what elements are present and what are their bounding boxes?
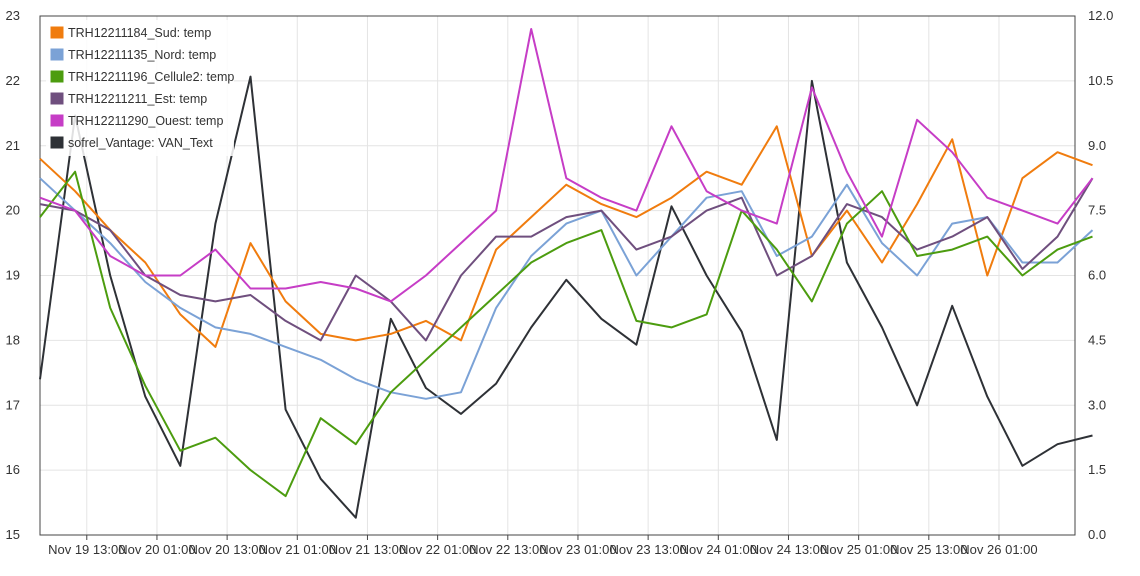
x-tick-label: Nov 24 01:00 xyxy=(680,542,757,557)
series-line xyxy=(39,28,1094,303)
y-tick-label: 23 xyxy=(6,8,20,23)
series-line xyxy=(39,177,1094,342)
y-tick-label: 17 xyxy=(6,397,20,412)
legend-label: TRH12211184_Sud: temp xyxy=(68,26,211,40)
legend-swatch xyxy=(49,25,65,40)
x-tick-label: Nov 25 13:00 xyxy=(890,542,967,557)
x-tick-label: Nov 21 13:00 xyxy=(329,542,406,557)
y2-tick-label: 3.0 xyxy=(1088,397,1106,412)
y-tick-label: 20 xyxy=(6,203,20,218)
series-line xyxy=(39,170,1093,498)
y2-tick-label: 1.5 xyxy=(1088,462,1106,477)
y2-tick-label: 7.5 xyxy=(1088,203,1106,218)
series-line xyxy=(39,177,1094,400)
y-tick-label: 16 xyxy=(6,462,20,477)
x-tick-label: Nov 26 01:00 xyxy=(960,542,1037,557)
legend-swatch xyxy=(49,135,65,150)
plot-frame xyxy=(39,15,1076,536)
x-tick-label: Nov 20 13:00 xyxy=(188,542,265,557)
y-tick-label: 19 xyxy=(6,268,20,283)
y2-tick-label: 0.0 xyxy=(1088,527,1106,542)
legend-swatch xyxy=(49,91,65,106)
y2-tick-label: 10.5 xyxy=(1088,73,1113,88)
legend-label: TRH12211196_Cellule2: temp xyxy=(68,70,234,84)
series-line xyxy=(39,125,1093,348)
x-tick-label: Nov 25 01:00 xyxy=(820,542,897,557)
x-tick-label: Nov 21 01:00 xyxy=(259,542,336,557)
x-tick-label: Nov 20 01:00 xyxy=(118,542,195,557)
y-tick-label: 15 xyxy=(6,527,20,542)
x-tick-label: Nov 22 13:00 xyxy=(469,542,546,557)
y-tick-label: 21 xyxy=(6,138,20,153)
x-tick-label: Nov 24 13:00 xyxy=(750,542,827,557)
y2-tick-label: 4.5 xyxy=(1088,332,1106,347)
legend-box xyxy=(46,20,234,156)
x-tick-label: Nov 23 01:00 xyxy=(539,542,616,557)
y2-tick-label: 6.0 xyxy=(1088,268,1106,283)
legend-label: sofrel_Vantage: VAN_Text xyxy=(68,136,213,150)
legend-label: TRH12211135_Nord: temp xyxy=(68,48,216,62)
x-tick-label: Nov 22 01:00 xyxy=(399,542,476,557)
x-tick-label: Nov 23 13:00 xyxy=(609,542,686,557)
y2-tick-label: 9.0 xyxy=(1088,138,1106,153)
legend-swatch xyxy=(49,113,65,128)
legend-label: TRH12211211_Est: temp xyxy=(68,92,207,106)
legend-label: TRH12211290_Ouest: temp xyxy=(68,114,223,128)
series-line xyxy=(39,75,1093,519)
y-tick-label: 18 xyxy=(6,332,20,347)
x-tick-label: Nov 19 13:00 xyxy=(48,542,125,557)
y2-tick-label: 12.0 xyxy=(1088,8,1113,23)
legend-swatch xyxy=(49,47,65,62)
legend-swatch xyxy=(49,69,65,84)
y-tick-label: 22 xyxy=(6,73,20,88)
